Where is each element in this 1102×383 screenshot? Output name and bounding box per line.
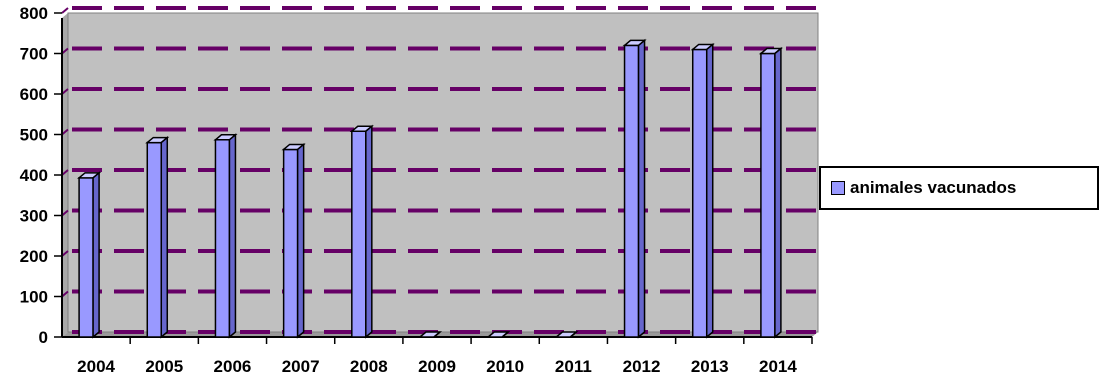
bar-side — [433, 331, 441, 338]
legend-label: animales vacunados — [850, 178, 1017, 197]
bar-side — [92, 171, 100, 339]
x-tick-label: 2005 — [145, 357, 183, 376]
y-tick-label: 100 — [20, 288, 48, 307]
y-tick-label: 800 — [20, 4, 48, 23]
y-tick-label: 400 — [20, 166, 48, 185]
legend: animales vacunados — [819, 166, 1099, 210]
bar — [760, 52, 776, 338]
y-tick-label: 600 — [20, 85, 48, 104]
bar-side — [705, 42, 714, 339]
bar — [623, 44, 640, 338]
bar — [282, 148, 299, 338]
x-tick-label: 2007 — [282, 357, 320, 376]
x-tick-label: 2008 — [350, 357, 388, 376]
x-tick-label: 2009 — [418, 357, 456, 376]
bar — [691, 48, 708, 338]
x-tick-label: 2010 — [486, 357, 524, 376]
x-tick-label: 2013 — [691, 357, 729, 376]
bar-side — [160, 135, 169, 339]
bar — [78, 177, 94, 338]
bar-side — [501, 331, 509, 338]
x-tick-label: 2006 — [214, 357, 252, 376]
y-tick-label: 500 — [20, 126, 48, 145]
bar-side — [296, 142, 305, 339]
x-tick-label: 2014 — [759, 357, 797, 376]
bar-side — [569, 331, 577, 338]
x-tick-label: 2004 — [77, 357, 115, 376]
gridline-slant — [61, 7, 69, 14]
x-tick-label: 2012 — [623, 357, 661, 376]
bar-side — [774, 46, 782, 339]
legend-swatch — [831, 181, 845, 195]
y-tick-label: 200 — [20, 247, 48, 266]
bar-side — [228, 133, 237, 339]
bar — [214, 139, 231, 338]
bar-side — [637, 38, 646, 339]
y-tick-label: 0 — [39, 328, 48, 347]
y-tick-label: 700 — [20, 45, 48, 64]
bar-side — [365, 124, 373, 339]
bar — [351, 130, 367, 338]
x-tick-label: 2011 — [555, 357, 592, 376]
y-tick-label: 300 — [20, 207, 48, 226]
bar — [146, 141, 163, 338]
